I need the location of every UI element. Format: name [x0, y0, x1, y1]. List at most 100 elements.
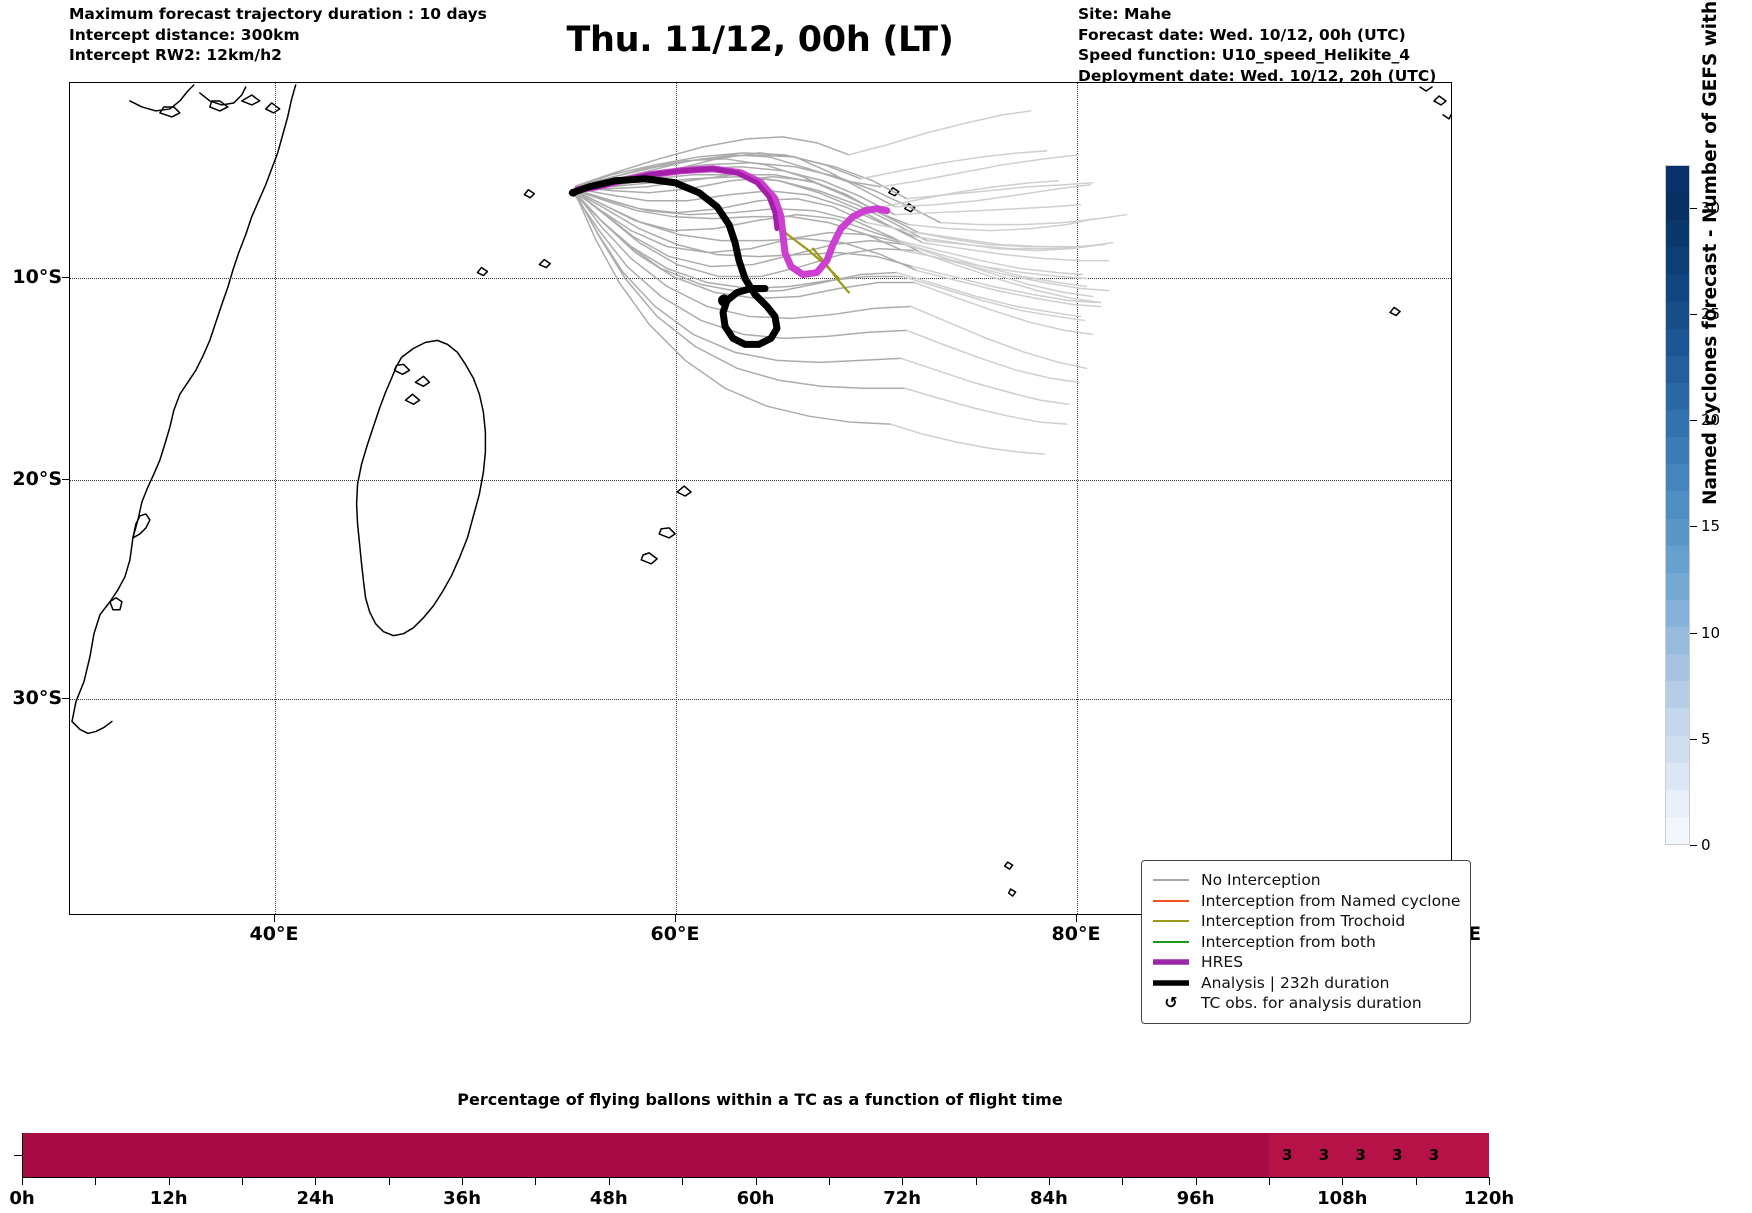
ytick-mark-30s [62, 698, 69, 699]
colorbar-gradient [1665, 165, 1690, 845]
colorbar-ticklabel-25: 25 [1701, 304, 1721, 323]
colorbar-ticklabel-10: 10 [1701, 623, 1721, 642]
gridline-lon-100e [1451, 83, 1452, 914]
percentage-bar-cell-0 [22, 1133, 1269, 1177]
trajectory-hres [573, 165, 891, 279]
colorbar-segment-0 [1666, 816, 1689, 844]
header-left-line-0: Maximum forecast trajectory duration : 1… [69, 5, 487, 23]
percentage-bar-ticklabel-120h: 120h [1463, 1188, 1515, 1209]
colorbar-segment-9 [1666, 572, 1689, 600]
percentage-bar-minor-tick-102 [1268, 1177, 1270, 1185]
legend-line-icon-hres [1152, 958, 1190, 966]
percentage-bar-ticklabel-0h: 0h [9, 1188, 35, 1209]
percentage-bar-minor-tick-120 [1489, 1177, 1490, 1185]
coastlines-layer [71, 84, 1451, 897]
legend-label-tc-obs: TC obs. for analysis duration [1201, 994, 1422, 1013]
gridline-lat-30s [70, 699, 1451, 700]
ytick-label-10s: 10°S [12, 266, 62, 288]
percentage-bar-minor-tick-18 [242, 1177, 244, 1185]
colorbar-segment-23 [1666, 193, 1689, 221]
colorbar-segment-7 [1666, 627, 1689, 655]
legend-label-analysis: Analysis | 232h duration [1201, 973, 1390, 992]
trajectory-analysis [568, 175, 781, 348]
percentage-bar-caption: Percentage of flying ballons within a TC… [457, 1090, 1063, 1109]
colorbar-segment-16 [1666, 382, 1689, 410]
colorbar-segment-24 [1666, 165, 1689, 193]
page-title: Thu. 11/12, 00h (LT) [566, 20, 954, 60]
colorbar-ticklabel-5: 5 [1701, 729, 1711, 748]
percentage-bar-minor-tick-66 [828, 1177, 830, 1185]
map-legend: No Interception Interception from Named … [1141, 860, 1471, 1024]
percentage-bar-minor-tick-36 [462, 1177, 464, 1185]
percentage-bar-minor-tick-96 [1195, 1177, 1197, 1185]
xtick-mark-60e [675, 915, 676, 922]
gridline-lat-10s [70, 278, 1451, 279]
cyclone-icon: ↺ [1152, 995, 1190, 1011]
colorbar-tick-30 [1690, 207, 1697, 209]
percentage-bar-minor-tick-0 [22, 1177, 23, 1185]
colorbar-tick-20 [1690, 420, 1697, 421]
percentage-bar-minor-tick-24 [315, 1177, 317, 1185]
percentage-bar-ticklabel-12h: 12h [149, 1188, 188, 1209]
header-left-line-1: Intercept distance: 300km [69, 25, 300, 44]
gridline-lon-80e [1077, 83, 1078, 914]
legend-label-trochoid: Interception from Trochoid [1201, 912, 1406, 931]
percentage-bar-ticklabel-24h: 24h [296, 1188, 335, 1209]
colorbar-segment-18 [1666, 328, 1689, 356]
colorbar-segment-12 [1666, 491, 1689, 519]
percentage-bar-minor-tick-84 [1048, 1177, 1050, 1185]
colorbar-segment-10 [1666, 545, 1689, 573]
percentage-bar-ticklabel-96h: 96h [1176, 1188, 1215, 1209]
percentage-bar-cell-6 [1452, 1133, 1489, 1177]
percentage-bar-cell-5: 3 [1415, 1133, 1453, 1177]
legend-line-icon-analysis [1152, 979, 1190, 987]
percentage-bar-left-edge [22, 1133, 23, 1177]
percentage-bar-cell-3: 3 [1342, 1133, 1379, 1177]
percentage-bar-minor-tick-72 [902, 1177, 904, 1185]
trajectory-map [69, 82, 1452, 915]
percentage-bar-minor-tick-30 [388, 1177, 390, 1185]
percentage-bar-left-tick [14, 1155, 22, 1156]
legend-line-icon-named-cyclone [1152, 897, 1190, 905]
ensemble-trajectory-tails [848, 110, 1128, 455]
percentage-bar-ticklabel-72h: 72h [883, 1188, 922, 1209]
ytick-label-20s: 20°S [12, 468, 62, 490]
gridline-lat-20s [70, 480, 1451, 481]
colorbar-segment-21 [1666, 247, 1689, 275]
gridline-lon-40e [275, 83, 276, 914]
legend-line-icon-both [1152, 938, 1190, 946]
percentage-bar-ticklabel-36h: 36h [443, 1188, 482, 1209]
percentage-bar-minor-tick-6 [95, 1177, 97, 1185]
percentage-bar-ticklabel-48h: 48h [589, 1188, 628, 1209]
xtick-mark-40e [274, 915, 275, 922]
xtick-label-80e: 80°E [1051, 923, 1101, 945]
percentage-bar-ticklabel-108h: 108h [1317, 1188, 1368, 1209]
colorbar-segment-15 [1666, 410, 1689, 438]
legend-line-icon-no-interception [1152, 876, 1190, 884]
colorbar-tick-0 [1690, 845, 1697, 846]
percentage-bar-minor-tick-12 [168, 1177, 170, 1185]
header-left-block: Maximum forecast trajectory duration : 1… [69, 4, 487, 66]
colorbar-ticklabel-20: 20 [1701, 411, 1721, 429]
header-right-line-2: Speed function: U10_speed_Helikite_4 [1078, 46, 1411, 64]
colorbar-segment-13 [1666, 464, 1689, 492]
colorbar-ticklabel-30: 30 [1701, 198, 1721, 217]
colorbar-segment-2 [1666, 762, 1689, 790]
header-right-line-0: Site: Mahe [1078, 5, 1172, 23]
colorbar-segment-1 [1666, 789, 1689, 817]
legend-item-tc-obs: ↺ TC obs. for analysis duration [1152, 993, 1460, 1014]
colorbar-tick-25 [1690, 313, 1697, 315]
gridline-lon-60e [676, 83, 677, 914]
percentage-bar-cell-2: 3 [1305, 1133, 1343, 1177]
ytick-label-30s: 30°S [12, 687, 62, 709]
percentage-bar-minor-tick-114 [1415, 1177, 1417, 1185]
map-vector-layer [71, 84, 1451, 897]
colorbar-ticklabel-15: 15 [1701, 517, 1721, 536]
colorbar-tick-15 [1690, 526, 1697, 528]
xtick-label-60e: 60°E [650, 923, 700, 945]
xtick-mark-80e [1076, 915, 1077, 922]
ytick-mark-20s [62, 479, 69, 480]
percentage-bar-minor-tick-90 [1122, 1177, 1124, 1185]
colorbar-segment-4 [1666, 708, 1689, 736]
